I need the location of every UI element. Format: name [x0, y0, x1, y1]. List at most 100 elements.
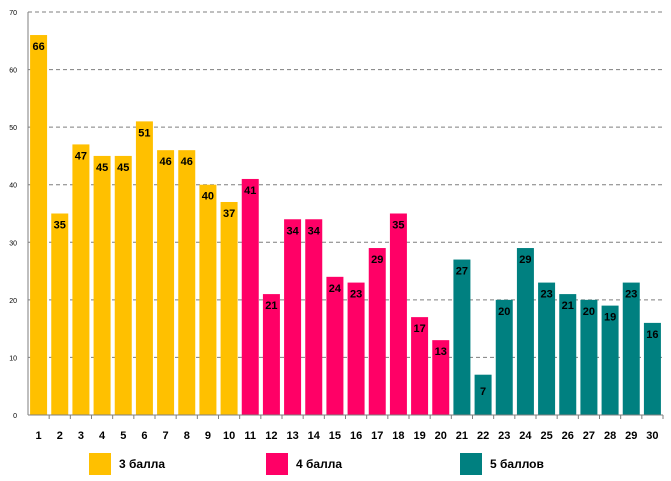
- x-tick-label-1: 1: [36, 430, 42, 442]
- bar-17: [368, 248, 386, 415]
- x-tick-label-23: 23: [498, 430, 510, 442]
- bar-2: [51, 213, 69, 415]
- bar-20: [432, 340, 450, 415]
- data-label-4: 45: [96, 162, 108, 174]
- data-label-10: 37: [223, 208, 235, 220]
- data-label-21: 27: [456, 266, 468, 278]
- x-tick-label-3: 3: [78, 430, 84, 442]
- y-tick-label: 10: [9, 355, 17, 362]
- bar-15: [326, 276, 344, 415]
- x-tick-label-29: 29: [625, 430, 637, 442]
- x-tick-label-10: 10: [223, 430, 235, 442]
- x-tick-label-8: 8: [184, 430, 190, 442]
- legend-item-5-ball: 5 баллов: [460, 452, 544, 476]
- x-tick-label-7: 7: [163, 430, 169, 442]
- bar-1: [30, 35, 48, 416]
- data-label-1: 66: [32, 41, 44, 53]
- legend-item-4-ball: 4 балла: [266, 452, 342, 476]
- x-tick-label-17: 17: [371, 430, 383, 442]
- gridlines: [28, 11, 663, 358]
- x-tick-label-26: 26: [562, 430, 574, 442]
- x-tick-label-2: 2: [57, 430, 63, 442]
- data-label-30: 16: [646, 329, 658, 341]
- x-tick-label-18: 18: [392, 430, 404, 442]
- x-tick-label-4: 4: [99, 430, 106, 442]
- bar-27: [580, 299, 598, 415]
- x-tick-label-13: 13: [286, 430, 298, 442]
- bar-8: [178, 150, 196, 415]
- data-label-6: 51: [138, 127, 150, 139]
- x-tick-label-25: 25: [540, 430, 552, 442]
- y-tick-label: 50: [9, 125, 17, 132]
- data-label-16: 23: [350, 289, 362, 301]
- x-tick-label-11: 11: [244, 430, 256, 442]
- data-label-27: 20: [583, 306, 595, 318]
- bar-30: [643, 322, 661, 415]
- data-label-20: 13: [435, 346, 447, 358]
- bar-21: [453, 259, 471, 415]
- data-label-12: 21: [265, 300, 277, 312]
- bar-7: [157, 150, 175, 415]
- data-label-26: 21: [562, 300, 574, 312]
- data-labels: 66 35 47 45 45 51 46 46 40 37 41 21 34 34 24 23 29 35 17 13…: [32, 41, 658, 398]
- bar-19: [411, 317, 429, 415]
- data-label-15: 24: [329, 283, 342, 295]
- bar-9: [199, 184, 217, 415]
- data-label-24: 29: [519, 254, 531, 266]
- data-label-29: 23: [625, 289, 637, 301]
- x-tick-label-30: 30: [646, 430, 658, 442]
- data-label-14: 34: [308, 225, 321, 237]
- bar-25: [538, 282, 556, 415]
- data-label-18: 35: [392, 220, 404, 232]
- y-tick-label: 70: [9, 10, 17, 17]
- x-tick-label-20: 20: [435, 430, 447, 442]
- data-label-2: 35: [54, 220, 66, 232]
- bar-6: [135, 121, 153, 415]
- data-label-25: 23: [540, 289, 552, 301]
- data-label-28: 19: [604, 312, 616, 324]
- x-tick-label-27: 27: [583, 430, 595, 442]
- x-tick-label-15: 15: [329, 430, 341, 442]
- y-tick-label: 30: [9, 240, 17, 247]
- bar-11: [241, 178, 259, 415]
- x-tick-label-19: 19: [413, 430, 425, 442]
- x-tick-label-21: 21: [456, 430, 468, 442]
- data-label-17: 29: [371, 254, 383, 266]
- x-tick-label-9: 9: [205, 430, 211, 442]
- data-label-23: 20: [498, 306, 510, 318]
- data-label-22: 7: [480, 386, 486, 398]
- y-tick-label: 40: [9, 183, 17, 190]
- legend-item-3-ball: 3 балла: [89, 452, 165, 476]
- bar-5: [114, 155, 132, 415]
- bar-16: [347, 282, 365, 415]
- data-label-3: 47: [75, 150, 87, 162]
- x-tick-label-6: 6: [141, 430, 147, 442]
- bar-24: [516, 248, 534, 415]
- bar-12: [262, 294, 280, 415]
- x-tick-label-22: 22: [477, 430, 489, 442]
- legend-swatch-5-ball: [460, 453, 482, 475]
- data-label-8: 46: [181, 156, 193, 168]
- bar-3: [72, 144, 90, 415]
- x-tick-label-12: 12: [265, 430, 277, 442]
- bars: [30, 35, 661, 416]
- bar-28: [601, 305, 619, 415]
- bar-10: [220, 201, 238, 415]
- data-label-11: 41: [244, 185, 256, 197]
- legend-label-4-ball: 4 балла: [296, 457, 343, 471]
- legend-label-5-ball: 5 баллов: [490, 457, 544, 471]
- x-tick-label-5: 5: [120, 430, 126, 442]
- bar-22: [474, 374, 492, 415]
- data-label-19: 17: [413, 323, 425, 335]
- bar-29: [622, 282, 640, 415]
- y-tick-label: 60: [9, 68, 17, 75]
- legend-label-3-ball: 3 балла: [119, 457, 166, 471]
- legend-swatch-3-ball: [89, 453, 111, 475]
- data-label-13: 34: [286, 225, 299, 237]
- bar-23: [495, 299, 513, 415]
- data-label-5: 45: [117, 162, 129, 174]
- x-tick-label-14: 14: [308, 430, 321, 442]
- data-label-9: 40: [202, 191, 214, 203]
